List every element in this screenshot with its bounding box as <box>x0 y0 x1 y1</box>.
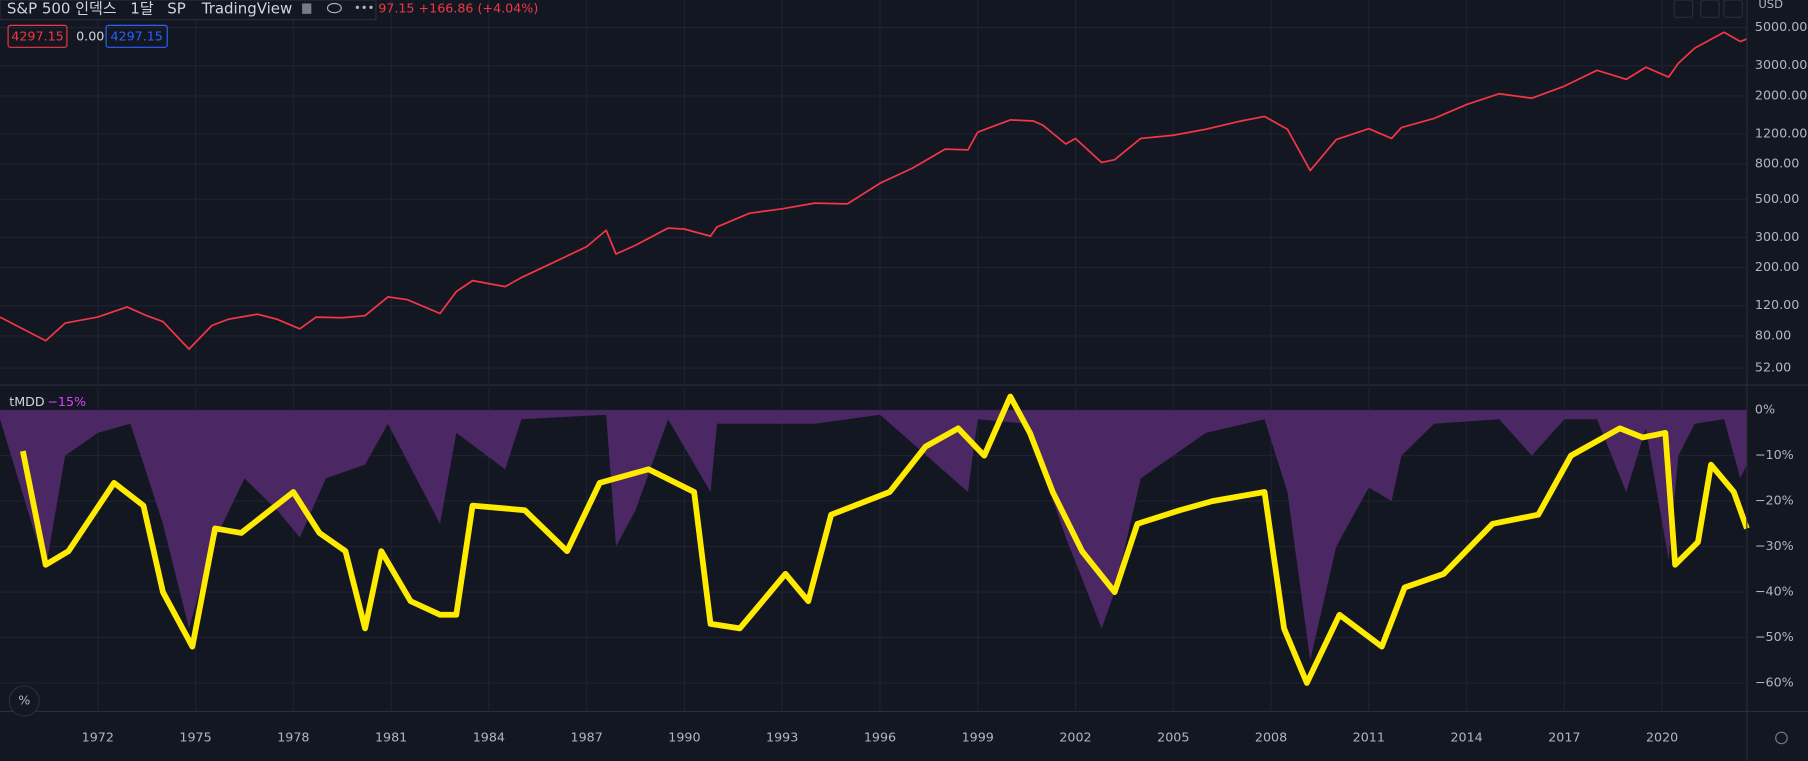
percent-button[interactable] <box>8 685 40 717</box>
x-tick-label: 2017 <box>1548 729 1580 744</box>
percent-label[interactable]: % <box>18 693 30 708</box>
x-tick-label: 1975 <box>179 729 211 744</box>
y-tick-label: 2000.00 <box>1755 87 1807 102</box>
y-tick-label: 5000.00 <box>1755 19 1807 34</box>
legend-box <box>0 0 377 21</box>
x-tick-label: 1981 <box>375 729 407 744</box>
x-tick-label: 2020 <box>1646 729 1678 744</box>
y-tick-label: 3000.00 <box>1755 57 1807 72</box>
y-tick-label: 800.00 <box>1755 156 1799 171</box>
x-tick-label: 2005 <box>1157 729 1189 744</box>
x-tick-label: 1987 <box>571 729 603 744</box>
exchange: SP <box>167 0 186 18</box>
price-line <box>0 31 1748 351</box>
y-tick-label: −30% <box>1755 538 1794 553</box>
button[interactable] <box>1723 0 1743 18</box>
interval: 1달 <box>130 0 154 18</box>
source: TradingView <box>201 0 292 18</box>
x-tick-label: 1996 <box>864 729 896 744</box>
x-tick-label: 1978 <box>277 729 309 744</box>
x-tick-label: 1972 <box>82 729 114 744</box>
badge <box>105 24 168 48</box>
y-tick-label: −50% <box>1755 629 1794 644</box>
x-tick-label: 1990 <box>668 729 700 744</box>
badge-value: 4297.15 <box>11 28 63 43</box>
y-tick-label: 300.00 <box>1755 229 1799 244</box>
price-change: 97.15 +166.86 (+4.04%) <box>378 1 538 16</box>
x-tick-label: 2011 <box>1353 729 1385 744</box>
y-tick-label: −40% <box>1755 584 1794 599</box>
x-tick-label: 1993 <box>766 729 798 744</box>
drawdown-area <box>0 410 1747 661</box>
indicator-param: −15% <box>47 394 86 409</box>
y-tick-label: −20% <box>1755 493 1794 508</box>
y-tick-label: 0% <box>1755 402 1775 417</box>
x-tick-label: 1984 <box>473 729 505 744</box>
y-tick-label: 1200.00 <box>1755 126 1807 141</box>
badge <box>7 24 68 48</box>
more-icon[interactable]: ••• <box>354 1 374 15</box>
settings-icon[interactable] <box>1775 731 1788 745</box>
y-tick-label: 80.00 <box>1755 327 1791 342</box>
y-tick-label: 500.00 <box>1755 191 1799 206</box>
y-tick-label: 200.00 <box>1755 259 1799 274</box>
x-tick-label: 2008 <box>1255 729 1287 744</box>
y-tick-label: 120.00 <box>1755 297 1799 312</box>
y-tick-label: −60% <box>1755 674 1794 689</box>
button[interactable] <box>1673 0 1694 18</box>
badge-value: 0.00 <box>76 28 104 43</box>
y-tick-label: 52.00 <box>1755 360 1791 375</box>
button[interactable] <box>1700 0 1720 18</box>
x-tick-label: 2014 <box>1450 729 1482 744</box>
indicator-line <box>20 393 1750 686</box>
indicator-name: tMDD <box>9 394 45 409</box>
plot-layer: 52.00 80.00 120.00 200.00 300.00 500.00 800.00… <box>0 0 1807 744</box>
x-tick-label: 2002 <box>1059 729 1091 744</box>
badge-value: 4297.15 <box>110 28 162 43</box>
x-tick-label: 1999 <box>962 729 994 744</box>
flag-icon[interactable] <box>302 3 312 14</box>
currency[interactable]: USD <box>1758 0 1783 11</box>
y-tick-label: −10% <box>1755 447 1794 462</box>
eye-icon[interactable] <box>326 2 342 14</box>
symbol: S&P 500 인덱스 <box>7 0 117 18</box>
